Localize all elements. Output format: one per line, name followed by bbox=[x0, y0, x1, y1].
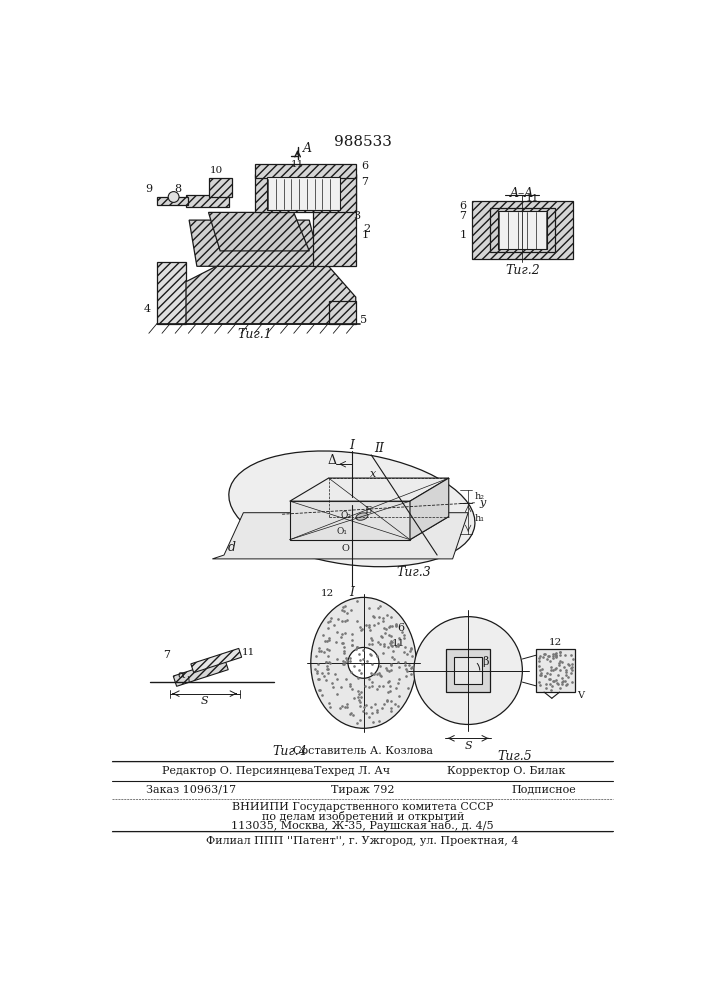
Text: S: S bbox=[201, 696, 209, 706]
Polygon shape bbox=[290, 517, 449, 540]
Bar bbox=[267, 177, 340, 210]
Bar bbox=[209, 178, 232, 197]
Text: Корректор О. Билак: Корректор О. Билак bbox=[447, 766, 565, 776]
Text: 7: 7 bbox=[460, 211, 467, 221]
Text: 6: 6 bbox=[397, 623, 404, 633]
Text: d: d bbox=[228, 541, 235, 554]
Ellipse shape bbox=[311, 597, 416, 728]
Polygon shape bbox=[212, 513, 468, 559]
Text: 1: 1 bbox=[361, 231, 368, 240]
Text: y: y bbox=[480, 498, 486, 508]
Text: x: x bbox=[370, 469, 376, 479]
Text: h₁: h₁ bbox=[474, 514, 484, 523]
Polygon shape bbox=[173, 659, 228, 686]
Text: 10: 10 bbox=[209, 166, 223, 175]
Text: 4: 4 bbox=[144, 304, 151, 314]
Text: Τиг.5: Τиг.5 bbox=[497, 750, 532, 763]
Text: 12: 12 bbox=[549, 638, 562, 647]
Text: по делам изобретений и открытий: по делам изобретений и открытий bbox=[262, 811, 464, 822]
Text: O₂: O₂ bbox=[340, 511, 351, 520]
Bar bbox=[255, 164, 356, 178]
Text: 2: 2 bbox=[363, 224, 370, 234]
Text: 11: 11 bbox=[392, 639, 404, 648]
Text: 6: 6 bbox=[460, 201, 467, 211]
Polygon shape bbox=[290, 478, 449, 501]
Polygon shape bbox=[189, 220, 321, 266]
Text: Составитель А. Козлова: Составитель А. Козлова bbox=[293, 746, 433, 756]
Text: 6: 6 bbox=[361, 161, 368, 171]
Bar bbox=[472, 201, 573, 259]
Text: Подписное: Подписное bbox=[512, 785, 577, 795]
Polygon shape bbox=[209, 212, 309, 251]
Text: A–A: A–A bbox=[510, 187, 534, 200]
Text: 988533: 988533 bbox=[334, 135, 392, 149]
Text: Τиг.1: Τиг.1 bbox=[238, 328, 272, 341]
Text: 12: 12 bbox=[321, 589, 334, 598]
Text: Филиал ППП ''Патент'', г. Ужгород, ул. Проектная, 4: Филиал ППП ''Патент'', г. Ужгород, ул. П… bbox=[206, 836, 519, 846]
Bar bbox=[446, 649, 490, 692]
Text: 7: 7 bbox=[163, 650, 170, 660]
Bar bbox=[490, 208, 555, 252]
Text: O: O bbox=[341, 544, 350, 553]
Text: Б: Б bbox=[365, 506, 372, 515]
Bar bbox=[156, 197, 187, 205]
Text: A: A bbox=[303, 142, 312, 155]
Bar bbox=[498, 211, 547, 249]
Text: 9: 9 bbox=[145, 184, 152, 194]
Bar bbox=[454, 657, 482, 684]
Text: 11: 11 bbox=[291, 160, 304, 169]
Text: 11: 11 bbox=[526, 194, 539, 203]
Text: Техред Л. Ач: Техред Л. Ач bbox=[314, 766, 390, 776]
Text: 5: 5 bbox=[360, 315, 367, 325]
Bar bbox=[255, 174, 356, 212]
Ellipse shape bbox=[356, 513, 368, 520]
Polygon shape bbox=[410, 478, 449, 540]
Bar bbox=[186, 195, 228, 207]
Text: Τиг.4: Τиг.4 bbox=[272, 745, 308, 758]
Text: h₂: h₂ bbox=[474, 492, 484, 501]
Text: Редактор О. Персиянцева: Редактор О. Персиянцева bbox=[162, 766, 314, 776]
Text: 8: 8 bbox=[174, 184, 182, 194]
Text: β: β bbox=[482, 656, 489, 667]
Circle shape bbox=[414, 617, 522, 724]
Bar bbox=[329, 301, 356, 324]
Text: Заказ 10963/17: Заказ 10963/17 bbox=[146, 785, 237, 795]
Text: Тираж 792: Тираж 792 bbox=[331, 785, 395, 795]
Polygon shape bbox=[186, 266, 356, 324]
Ellipse shape bbox=[348, 647, 379, 678]
Text: O₁: O₁ bbox=[337, 527, 347, 536]
Text: V: V bbox=[578, 691, 585, 700]
Text: 11: 11 bbox=[242, 648, 255, 657]
Polygon shape bbox=[191, 648, 242, 673]
Text: 1: 1 bbox=[460, 231, 467, 240]
Polygon shape bbox=[290, 501, 410, 540]
Text: Τиг.2: Τиг.2 bbox=[505, 264, 539, 277]
Ellipse shape bbox=[229, 451, 475, 567]
Text: Τиг.3: Τиг.3 bbox=[397, 566, 431, 579]
Text: I: I bbox=[349, 439, 354, 452]
Circle shape bbox=[168, 192, 179, 202]
Text: 113035, Москва, Ж-35, Раушская наб., д. 4/5: 113035, Москва, Ж-35, Раушская наб., д. … bbox=[231, 820, 494, 831]
Bar bbox=[537, 649, 575, 692]
Text: α: α bbox=[177, 669, 185, 679]
Bar bbox=[156, 262, 186, 324]
Text: Δ: Δ bbox=[328, 454, 337, 467]
Text: I: I bbox=[349, 586, 354, 599]
Text: 3: 3 bbox=[354, 211, 361, 221]
Text: S: S bbox=[464, 741, 472, 751]
Bar bbox=[313, 174, 356, 266]
Text: ВНИИПИ Государственного комитета СССР: ВНИИПИ Государственного комитета СССР bbox=[232, 802, 493, 812]
Text: II: II bbox=[374, 442, 384, 455]
Text: 7: 7 bbox=[361, 177, 368, 187]
